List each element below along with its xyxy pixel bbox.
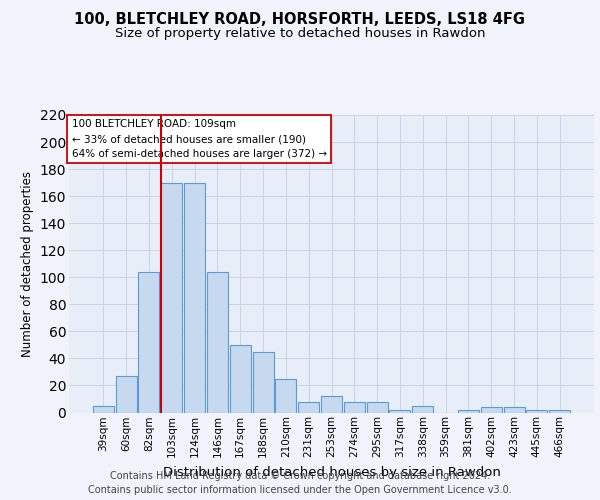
Bar [481, 407, 502, 412]
Bar [344, 402, 365, 412]
Text: Size of property relative to detached houses in Rawdon: Size of property relative to detached ho… [115, 28, 485, 40]
Bar [321, 396, 342, 412]
Bar [207, 272, 228, 412]
Bar [253, 352, 274, 412]
Text: 100 BLETCHLEY ROAD: 109sqm
← 33% of detached houses are smaller (190)
64% of sem: 100 BLETCHLEY ROAD: 109sqm ← 33% of deta… [71, 120, 327, 159]
Bar [230, 345, 251, 412]
Bar [526, 410, 547, 412]
Bar [116, 376, 137, 412]
X-axis label: Distribution of detached houses by size in Rawdon: Distribution of detached houses by size … [163, 466, 500, 478]
Bar [389, 410, 410, 412]
Bar [458, 410, 479, 412]
Bar [549, 410, 570, 412]
Bar [93, 406, 114, 412]
Bar [503, 407, 524, 412]
Text: Contains HM Land Registry data © Crown copyright and database right 2024.
Contai: Contains HM Land Registry data © Crown c… [88, 471, 512, 495]
Bar [412, 406, 433, 412]
Bar [367, 402, 388, 412]
Y-axis label: Number of detached properties: Number of detached properties [21, 171, 34, 357]
Bar [139, 272, 160, 412]
Bar [298, 402, 319, 412]
Bar [184, 182, 205, 412]
Bar [275, 378, 296, 412]
Text: 100, BLETCHLEY ROAD, HORSFORTH, LEEDS, LS18 4FG: 100, BLETCHLEY ROAD, HORSFORTH, LEEDS, L… [74, 12, 526, 28]
Bar [161, 182, 182, 412]
